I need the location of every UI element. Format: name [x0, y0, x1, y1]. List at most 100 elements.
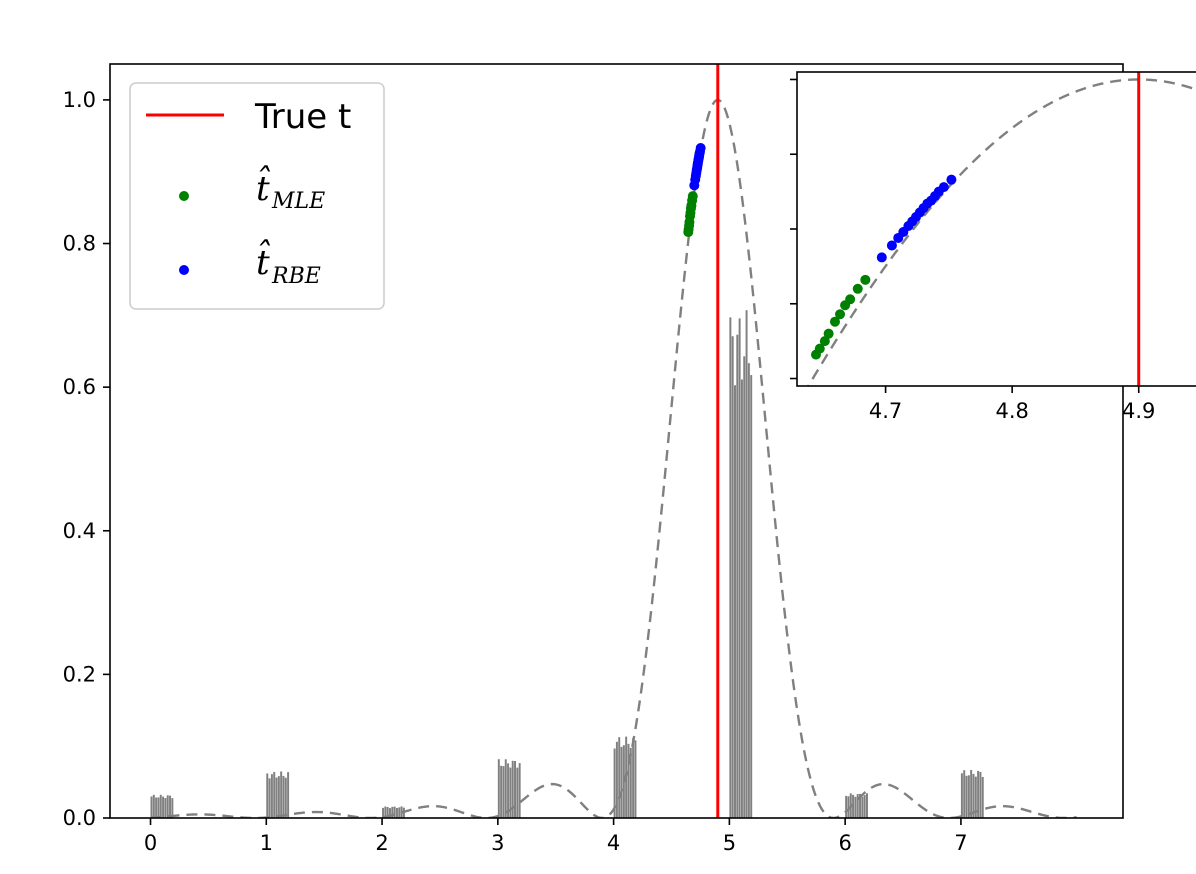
inset-mle-point — [852, 283, 863, 294]
histogram-bar — [740, 379, 743, 818]
x-tick-label: 2 — [375, 831, 388, 855]
histogram-bar — [273, 771, 276, 818]
legend-mle-symbol: t̂ — [256, 166, 271, 209]
y-tick-label: 0.2 — [63, 662, 96, 686]
histogram-bar — [497, 759, 500, 818]
histogram-bar — [736, 334, 739, 818]
histogram-bar — [972, 773, 975, 818]
x-tick-label: 0 — [144, 831, 157, 855]
inset-mle-point — [829, 316, 840, 327]
inset-mle-point — [823, 328, 834, 339]
histogram-bar — [152, 794, 155, 818]
histogram-bar — [738, 318, 741, 818]
histogram-bar — [502, 766, 505, 818]
inset-x-tick-label: 4.7 — [869, 399, 902, 423]
histogram-bar — [852, 794, 855, 818]
histogram-bar — [516, 767, 519, 818]
inset-x-tick-label: 4.8 — [995, 399, 1028, 423]
inset-rbe-point — [886, 240, 897, 251]
inset-y-axis — [790, 78, 797, 380]
histogram-bar — [393, 806, 396, 818]
inset-rbe-point — [946, 174, 957, 185]
inset-x-axis: 4.7 4.8 4.9 — [869, 386, 1155, 423]
histogram-bar — [162, 796, 165, 818]
histogram-bar — [150, 796, 153, 818]
histogram-bar — [747, 363, 750, 818]
inset-estimate-points — [810, 174, 957, 360]
inset-likelihood-curve — [806, 78, 1196, 386]
histogram-bar — [518, 763, 521, 818]
histogram-bar — [967, 775, 970, 818]
histogram-bar — [965, 775, 968, 818]
histogram-bar — [613, 748, 616, 818]
legend-true-t-label: True t — [254, 97, 351, 137]
legend-rbe-marker — [179, 265, 189, 275]
histogram-bar — [155, 797, 158, 818]
histogram-bar — [960, 773, 963, 818]
histogram-bar — [856, 794, 859, 818]
histogram-bar — [863, 795, 866, 818]
histogram-bar — [282, 775, 285, 818]
inset-mle-point — [860, 274, 871, 285]
mle-point — [687, 191, 698, 202]
histogram-bar — [634, 740, 637, 818]
y-tick-label: 0.6 — [63, 375, 96, 399]
inset-rbe-point — [938, 182, 949, 193]
histogram-bar — [507, 763, 510, 818]
histogram-bar — [398, 807, 401, 818]
histogram-bar — [620, 746, 623, 818]
histogram-bar — [280, 771, 283, 818]
histogram-bar — [389, 808, 391, 818]
histogram-bar — [268, 778, 271, 818]
histogram-bar — [275, 777, 278, 818]
histogram-bar — [615, 741, 618, 818]
legend-rbe-subscript: RBE — [271, 264, 321, 289]
histogram-bar — [845, 795, 848, 818]
histogram-bar — [157, 797, 160, 818]
histogram-bar — [861, 796, 864, 818]
x-tick-label: 3 — [491, 831, 504, 855]
legend-mle-marker — [179, 191, 189, 201]
histogram-bar — [511, 760, 514, 818]
histogram-bar — [164, 798, 167, 818]
histogram-bar — [745, 310, 748, 818]
y-axis: 0.0 0.2 0.4 0.6 0.8 1.0 — [63, 88, 110, 830]
histogram-bar — [287, 772, 290, 818]
inset-plot-background — [797, 72, 1196, 386]
likelihood-curve — [150, 98, 1077, 818]
histogram-bar — [395, 807, 398, 818]
histogram-bar — [266, 773, 269, 818]
histogram-bar — [979, 771, 982, 818]
y-tick-label: 0.0 — [63, 806, 96, 830]
histogram-bar — [391, 806, 394, 818]
inset-mle-point — [835, 309, 846, 320]
histogram-bar — [270, 774, 273, 818]
x-tick-label: 4 — [607, 831, 620, 855]
estimate-points — [683, 143, 706, 238]
histogram-bar — [743, 356, 746, 818]
main-plot-frame — [109, 63, 1124, 819]
histogram-bar — [277, 776, 280, 818]
histogram-bar — [386, 807, 389, 818]
x-tick-label: 1 — [260, 831, 273, 855]
histogram-bar — [169, 795, 172, 818]
histogram-bar — [159, 794, 162, 818]
histogram-bar — [171, 798, 174, 818]
inset-mle-point — [814, 343, 825, 354]
histogram-bar — [734, 385, 736, 818]
histogram-bar — [981, 777, 984, 818]
inset-rbe-point — [876, 252, 887, 263]
inset-mle-point — [845, 294, 856, 305]
histogram-bar — [284, 777, 287, 818]
legend-rbe-symbol: t̂ — [256, 240, 271, 283]
y-tick-label: 0.8 — [63, 232, 96, 256]
histogram-bar — [627, 743, 630, 818]
legend-box — [129, 82, 385, 310]
histogram-bar — [618, 737, 621, 818]
histogram-bar — [500, 765, 503, 818]
x-tick-label: 7 — [954, 831, 967, 855]
histogram-bar — [970, 769, 973, 818]
x-tick-label: 6 — [838, 831, 851, 855]
